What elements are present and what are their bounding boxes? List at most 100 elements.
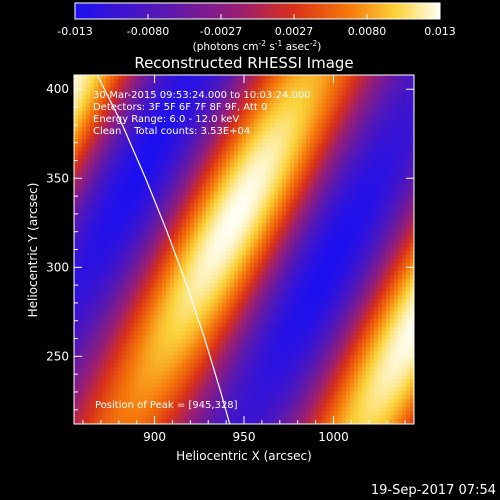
heatmap-cell: [154, 199, 159, 204]
heatmap-cell: [262, 279, 267, 284]
heatmap-cell: [118, 211, 123, 216]
heatmap-cell: [286, 395, 291, 400]
heatmap-cell: [74, 299, 79, 304]
heatmap-cell: [238, 183, 243, 188]
heatmap-cell: [118, 283, 123, 288]
heatmap-cell: [102, 363, 107, 368]
heatmap-cell: [214, 151, 219, 156]
heatmap-cell: [130, 227, 135, 232]
heatmap-cell: [206, 107, 211, 112]
heatmap-cell: [78, 243, 83, 248]
heatmap-cell: [150, 187, 155, 192]
heatmap-cell: [154, 87, 159, 92]
heatmap-cell: [86, 303, 91, 308]
heatmap-cell: [226, 339, 231, 344]
heatmap-cell: [110, 147, 115, 152]
heatmap-cell: [126, 359, 131, 364]
heatmap-cell: [222, 411, 227, 416]
heatmap-cell: [106, 247, 111, 252]
heatmap-cell: [234, 123, 239, 128]
heatmap-cell: [186, 379, 191, 384]
heatmap-cell: [102, 383, 107, 388]
heatmap-cell: [74, 403, 79, 408]
heatmap-cell: [186, 371, 191, 376]
heatmap-cell: [82, 211, 87, 216]
heatmap-cell: [294, 335, 299, 340]
heatmap-cell: [242, 203, 247, 208]
heatmap-cell: [94, 403, 99, 408]
heatmap-cell: [282, 363, 287, 368]
heatmap-cell: [150, 303, 155, 308]
heatmap-cell: [158, 75, 163, 80]
heatmap-cell: [294, 227, 299, 232]
heatmap-cell: [274, 255, 279, 260]
heatmap-cell: [98, 275, 103, 280]
heatmap-cell: [98, 291, 103, 296]
heatmap-cell: [130, 271, 135, 276]
heatmap-cell: [178, 123, 183, 128]
heatmap-cell: [238, 191, 243, 196]
colorbar-unit-label: (photons cm-2 s-1 asec-2): [193, 39, 322, 53]
heatmap-cell: [286, 319, 291, 324]
heatmap-cell: [158, 291, 163, 296]
heatmap-cell: [102, 95, 107, 100]
heatmap-cell: [262, 207, 267, 212]
heatmap-cell: [290, 95, 295, 100]
heatmap-cell: [110, 203, 115, 208]
heatmap-cell: [94, 331, 99, 336]
heatmap-cell: [206, 207, 211, 212]
heatmap-cell: [138, 183, 143, 188]
heatmap-cell: [98, 247, 103, 252]
heatmap-cell: [210, 375, 215, 380]
heatmap-cell: [258, 351, 263, 356]
heatmap-cell: [286, 191, 291, 196]
heatmap-cell: [182, 223, 187, 228]
heatmap-cell: [150, 183, 155, 188]
heatmap-cell: [150, 299, 155, 304]
heatmap-cell: [218, 207, 223, 212]
heatmap-cell: [166, 291, 171, 296]
heatmap-cell: [250, 327, 255, 332]
heatmap-cell: [226, 387, 231, 392]
heatmap-cell: [250, 163, 255, 168]
heatmap-cell: [258, 103, 263, 108]
heatmap-cell: [270, 363, 275, 368]
heatmap-cell: [126, 219, 131, 224]
heatmap-cell: [202, 223, 207, 228]
heatmap-cell: [170, 127, 175, 132]
heatmap-cell: [250, 123, 255, 128]
heatmap-cell: [242, 387, 247, 392]
heatmap-cell: [78, 199, 83, 204]
heatmap-cell: [266, 167, 271, 172]
heatmap-cell: [82, 223, 87, 228]
heatmap-cell: [138, 319, 143, 324]
heatmap-cell: [250, 391, 255, 396]
heatmap-cell: [102, 299, 107, 304]
heatmap-cell: [218, 363, 223, 368]
heatmap-cell: [266, 355, 271, 360]
heatmap-cell: [294, 311, 299, 316]
heatmap-cell: [234, 255, 239, 260]
heatmap-cell: [78, 367, 83, 372]
heatmap-cell: [178, 315, 183, 320]
heatmap-cell: [94, 171, 99, 176]
heatmap-cell: [210, 319, 215, 324]
heatmap-cell: [202, 271, 207, 276]
heatmap-cell: [226, 187, 231, 192]
heatmap-cell: [86, 103, 91, 108]
heatmap-cell: [110, 267, 115, 272]
heatmap-cell: [230, 323, 235, 328]
heatmap-cell: [122, 131, 127, 136]
heatmap-cell: [258, 363, 263, 368]
heatmap-cell: [210, 215, 215, 220]
heatmap-cell: [242, 351, 247, 356]
heatmap-cell: [126, 207, 131, 212]
heatmap-cell: [238, 159, 243, 164]
heatmap-cell: [174, 379, 179, 384]
heatmap-cell: [210, 123, 215, 128]
heatmap-cell: [218, 359, 223, 364]
heatmap-cell: [118, 127, 123, 132]
heatmap-cell: [214, 147, 219, 152]
heatmap-cell: [234, 331, 239, 336]
heatmap-cell: [218, 391, 223, 396]
